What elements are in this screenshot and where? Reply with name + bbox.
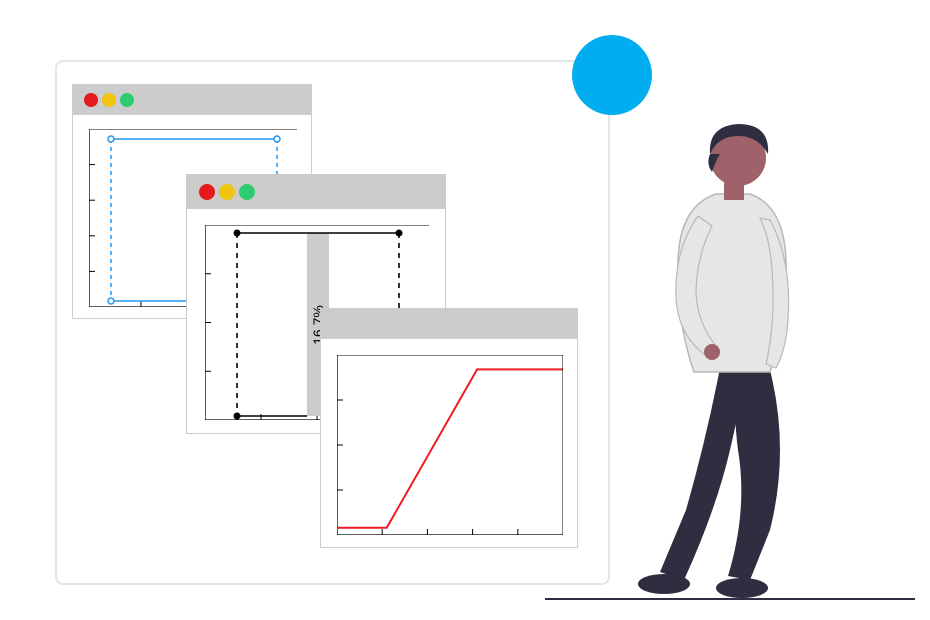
shoe-front (638, 574, 690, 594)
marker-icon (234, 230, 241, 237)
ramp-series (337, 369, 563, 527)
traffic-light-close[interactable] (199, 184, 215, 200)
titlebar (187, 175, 445, 209)
chart-area (337, 355, 563, 535)
shoe-back (716, 578, 768, 598)
leg-front (660, 368, 748, 580)
traffic-light-zoom[interactable] (239, 184, 255, 200)
traffic-light-minimize[interactable] (102, 93, 116, 107)
marker-icon (108, 298, 114, 304)
hand (704, 344, 720, 360)
chart-svg (337, 355, 563, 535)
marker-icon (108, 136, 114, 142)
traffic-light-close[interactable] (84, 93, 98, 107)
marker-icon (274, 136, 280, 142)
traffic-light-zoom[interactable] (120, 93, 134, 107)
window-win3 (320, 308, 578, 548)
accent-circle (572, 35, 652, 115)
titlebar (321, 309, 577, 339)
person-svg (620, 110, 880, 600)
titlebar (73, 85, 311, 115)
person-illustration (620, 110, 880, 600)
traffic-light-minimize[interactable] (219, 184, 235, 200)
marker-icon (396, 230, 403, 237)
marker-icon (234, 413, 241, 420)
